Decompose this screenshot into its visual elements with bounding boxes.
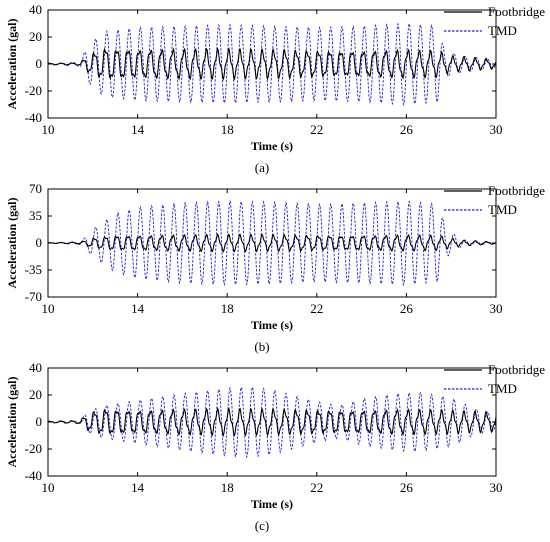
x-tick-label: 10 <box>42 301 55 316</box>
legend-label-tmd: TMD <box>488 23 517 38</box>
x-tick-label: 14 <box>131 122 145 137</box>
y-tick-label: 20 <box>29 387 42 402</box>
y-tick-label: -20 <box>25 441 42 456</box>
legend-label-tmd: TMD <box>488 202 517 217</box>
legend-label-footbridge: Footbridge <box>488 362 545 377</box>
legend-label-footbridge: Footbridge <box>488 4 545 19</box>
x-tick-label: 18 <box>221 480 234 495</box>
chart-panel: 10 14 18 22 26 30 -40 -20 0 20 40 Time (s) Accelerat… <box>5 360 545 533</box>
series-line-footbridge <box>48 406 496 438</box>
panel-label: (a) <box>255 160 269 175</box>
series-line-footbridge <box>48 46 496 82</box>
legend: Footbridge TMD <box>444 183 545 217</box>
y-tick-label: 35 <box>29 208 42 223</box>
y-tick-label: 40 <box>29 360 42 375</box>
x-tick-label: 22 <box>310 122 323 137</box>
y-tick-label: -40 <box>25 468 42 483</box>
y-tick-label: -70 <box>25 289 42 304</box>
series-group <box>48 22 496 106</box>
legend: Footbridge TMD <box>444 362 545 396</box>
series-group <box>48 385 496 459</box>
x-tick-label: 26 <box>400 301 414 316</box>
x-tick-label: 14 <box>131 480 145 495</box>
y-tick-label: -35 <box>25 262 42 277</box>
series-line-footbridge <box>48 233 496 253</box>
series-line-tmd <box>48 199 496 287</box>
y-tick-label: 40 <box>29 2 42 17</box>
x-tick-label: 26 <box>400 122 414 137</box>
series-line-tmd <box>48 22 496 106</box>
x-tick-label: 22 <box>310 301 323 316</box>
panel-label: (b) <box>254 339 269 354</box>
x-axis-label: Time (s) <box>251 139 293 153</box>
panel-label: (c) <box>255 518 269 533</box>
x-tick-label: 30 <box>490 122 503 137</box>
y-axis-label: Acceleration (gal) <box>5 377 19 468</box>
y-axis-label: Acceleration (gal) <box>5 19 19 110</box>
x-tick-label: 18 <box>221 301 234 316</box>
x-tick-label: 22 <box>310 480 323 495</box>
chart-panel: 10 14 18 22 26 30 -40 -20 0 20 40 Time (s) Accelerat… <box>5 2 545 175</box>
x-axis-label: Time (s) <box>251 497 293 511</box>
y-tick-label: 70 <box>29 181 42 196</box>
x-tick-label: 10 <box>42 480 55 495</box>
y-tick-label: -20 <box>25 83 42 98</box>
series-line-tmd <box>48 385 496 459</box>
y-tick-label: 20 <box>29 29 42 44</box>
legend-label-tmd: TMD <box>488 381 517 396</box>
chart-panel: 10 14 18 22 26 30 -70 -35 0 35 70 Time (s) Accelerat… <box>5 181 545 354</box>
legend-label-footbridge: Footbridge <box>488 183 545 198</box>
y-tick-label: -40 <box>25 110 42 125</box>
x-tick-label: 26 <box>400 480 414 495</box>
x-tick-label: 30 <box>490 301 503 316</box>
x-tick-label: 18 <box>221 122 234 137</box>
x-tick-label: 30 <box>490 480 503 495</box>
y-tick-label: 0 <box>36 414 43 429</box>
y-axis-label: Acceleration (gal) <box>5 198 19 289</box>
x-tick-label: 14 <box>131 301 145 316</box>
series-group <box>48 199 496 287</box>
legend: Footbridge TMD <box>444 4 545 38</box>
y-tick-label: 0 <box>36 235 43 250</box>
x-axis-label: Time (s) <box>251 318 293 332</box>
y-tick-label: 0 <box>36 56 43 71</box>
x-tick-label: 10 <box>42 122 55 137</box>
